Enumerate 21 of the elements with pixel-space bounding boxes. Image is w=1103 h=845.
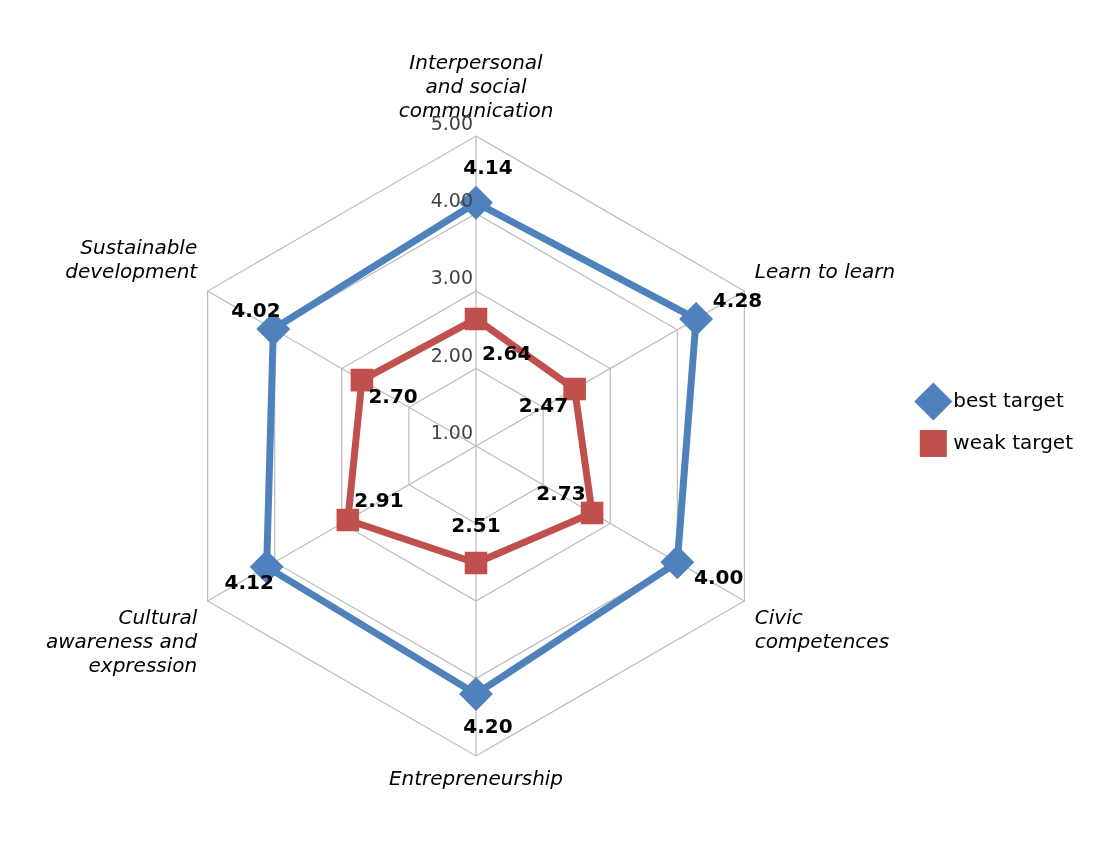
spoke-label: Civic competences (754, 605, 890, 654)
data-label: 4.28 (712, 288, 763, 313)
spoke-label: Learn to learn (754, 259, 896, 284)
spoke-label: Cultural awareness and expression (46, 605, 198, 678)
data-label: 4.20 (463, 714, 513, 739)
legend-label: weak target (953, 429, 1074, 454)
spoke-label: Sustainable development (65, 235, 199, 284)
data-label: 4.12 (224, 570, 274, 595)
data-label: 4.02 (231, 298, 281, 323)
data-label: 2.70 (368, 384, 418, 409)
y-tick-label: 1.00 (430, 421, 473, 444)
data-label: 4.00 (694, 565, 744, 590)
data-label: 4.14 (463, 154, 513, 179)
y-tick-label: 3.00 (430, 266, 473, 289)
y-tick-label: 2.00 (430, 343, 473, 366)
legend-label: best target (953, 387, 1064, 412)
data-label: 2.47 (518, 393, 569, 418)
data-label: 2.51 (451, 513, 501, 538)
data-label: 2.91 (354, 488, 404, 513)
spoke-label: Entrepreneurship (388, 766, 564, 791)
data-label: 2.73 (536, 481, 586, 506)
